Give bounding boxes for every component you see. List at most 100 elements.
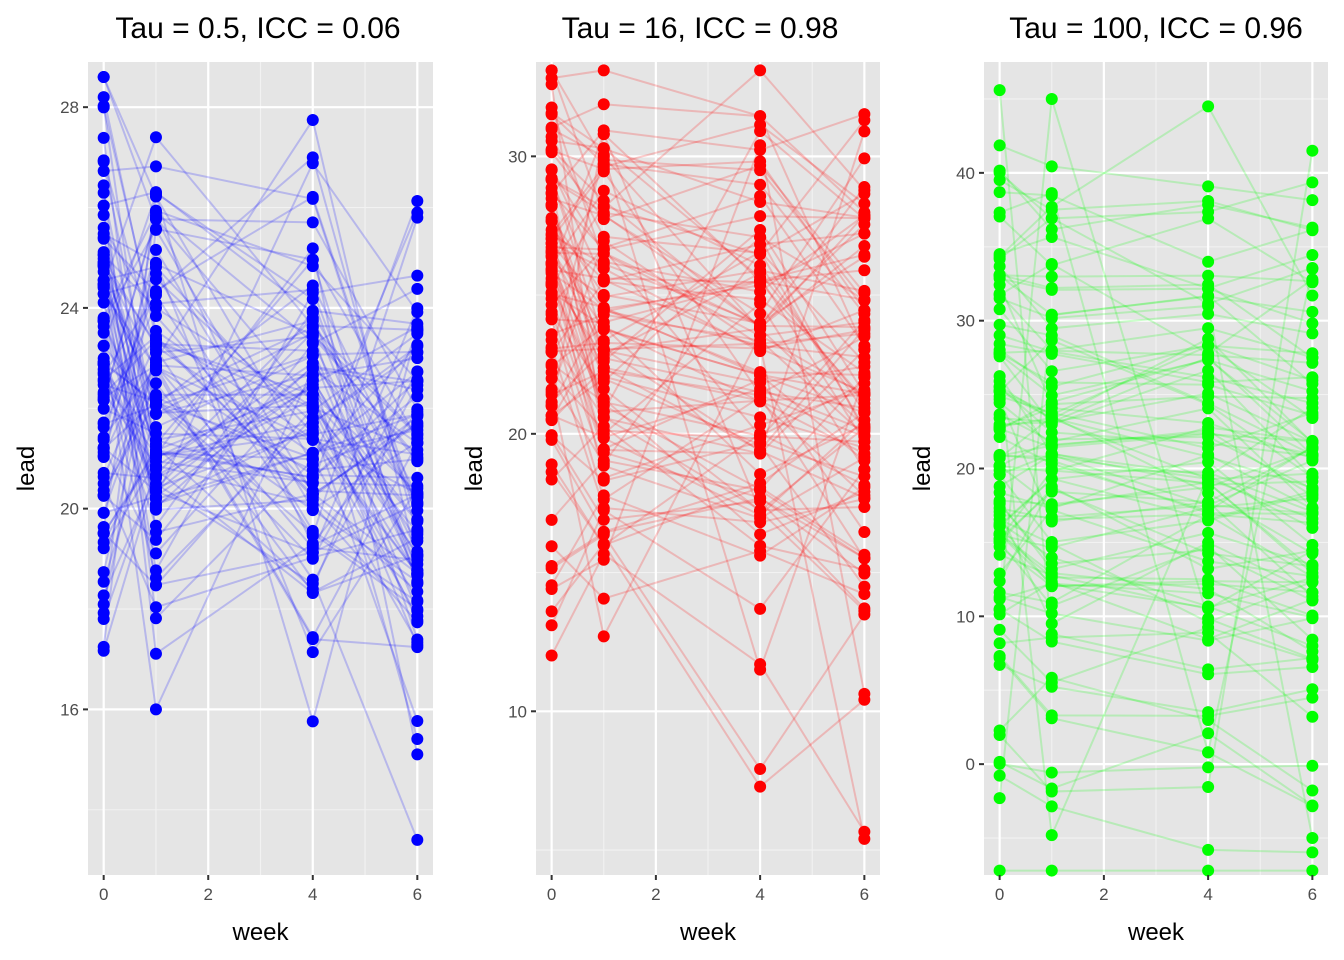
data-point [754, 125, 767, 138]
subject-trajectory [102, 195, 419, 511]
data-point [306, 326, 319, 339]
data-point [754, 264, 767, 277]
data-point [149, 601, 162, 614]
subject-trajectory [999, 323, 1313, 456]
data-point [1045, 680, 1058, 693]
data-point [1306, 864, 1319, 877]
subject-trajectory [551, 347, 865, 499]
data-point [545, 458, 558, 471]
subject-trajectory [551, 242, 865, 353]
subject-trajectory [998, 487, 1313, 568]
subject-trajectory [998, 626, 1313, 684]
data-point [597, 396, 610, 409]
subject-trajectory [551, 292, 865, 396]
subject-trajectory [550, 69, 866, 328]
subject-trajectory [102, 185, 419, 621]
subject-trajectory [998, 381, 1313, 839]
subject-trajectory [102, 227, 419, 439]
data-point [754, 429, 767, 442]
subject-trajectory [102, 107, 418, 456]
subject-trajectory [102, 460, 418, 549]
subject-trajectory [999, 514, 1313, 604]
data-point [1045, 596, 1058, 609]
subject-trajectory [102, 205, 419, 656]
data-point [993, 586, 1006, 599]
subject-trajectory [998, 524, 1313, 588]
subject-trajectory [103, 344, 419, 460]
subject-trajectory [550, 486, 865, 586]
data-point [754, 334, 767, 347]
data-points [993, 84, 1319, 877]
data-point [545, 579, 558, 592]
data-point [754, 64, 767, 77]
subject-trajectory [998, 293, 1313, 359]
data-point [1306, 327, 1319, 340]
data-point [545, 429, 558, 442]
data-point [306, 306, 319, 319]
data-point [411, 748, 424, 761]
subject-trajectory [102, 406, 419, 587]
subject-trajectory [102, 254, 419, 621]
subject-trajectory [998, 215, 1313, 284]
data-point [411, 269, 424, 282]
data-point [411, 317, 424, 330]
data-point [1045, 345, 1058, 358]
subject-trajectory [550, 255, 865, 512]
subject-trajectory [999, 467, 1313, 513]
data-point [545, 287, 558, 300]
data-point [993, 520, 1006, 533]
data-point [858, 293, 871, 306]
subject-trajectory [550, 411, 865, 533]
data-point [545, 409, 558, 422]
subject-trajectory [999, 334, 1313, 405]
subject-trajectory [550, 119, 866, 255]
data-point [1202, 255, 1215, 268]
data-point [545, 396, 558, 409]
subject-trajectory [102, 316, 419, 652]
data-point [1045, 454, 1058, 467]
subject-trajectory [102, 386, 419, 596]
subject-trajectory [550, 545, 865, 600]
panel-title: Tau = 0.5, ICC = 0.06 [115, 12, 400, 45]
data-point [597, 163, 610, 176]
data-point [97, 208, 110, 221]
data-point [306, 552, 319, 565]
data-point [754, 481, 767, 494]
data-point [149, 186, 162, 199]
subject-trajectory [551, 377, 866, 588]
data-point [97, 101, 110, 114]
subject-trajectory [550, 251, 865, 384]
data-point [97, 287, 110, 300]
subject-trajectory [998, 104, 1314, 296]
subject-trajectory [999, 344, 1313, 388]
data-point [545, 372, 558, 385]
subject-trajectory [551, 139, 866, 442]
data-point [545, 619, 558, 632]
subject-trajectory [999, 416, 1313, 489]
subject-trajectory [551, 69, 866, 214]
data-point [411, 418, 424, 431]
data-point [993, 448, 1006, 461]
data-point [1045, 160, 1058, 173]
data-point [149, 421, 162, 434]
subject-trajectory [999, 144, 1313, 202]
data-point [1306, 482, 1319, 495]
data-point [1306, 448, 1319, 461]
data-point [411, 489, 424, 502]
subject-trajectory [998, 150, 1314, 793]
data-point [993, 637, 1006, 650]
data-point [597, 410, 610, 423]
subject-trajectory [550, 298, 865, 575]
data-point [411, 585, 424, 598]
subject-trajectory [550, 168, 865, 283]
data-point [993, 864, 1006, 877]
subject-trajectory [550, 189, 866, 412]
data-point [993, 210, 1006, 223]
data-point [597, 592, 610, 605]
subject-trajectory [998, 533, 1313, 609]
subject-trajectory [551, 141, 866, 694]
data-point [858, 197, 871, 210]
data-point [1306, 759, 1319, 772]
